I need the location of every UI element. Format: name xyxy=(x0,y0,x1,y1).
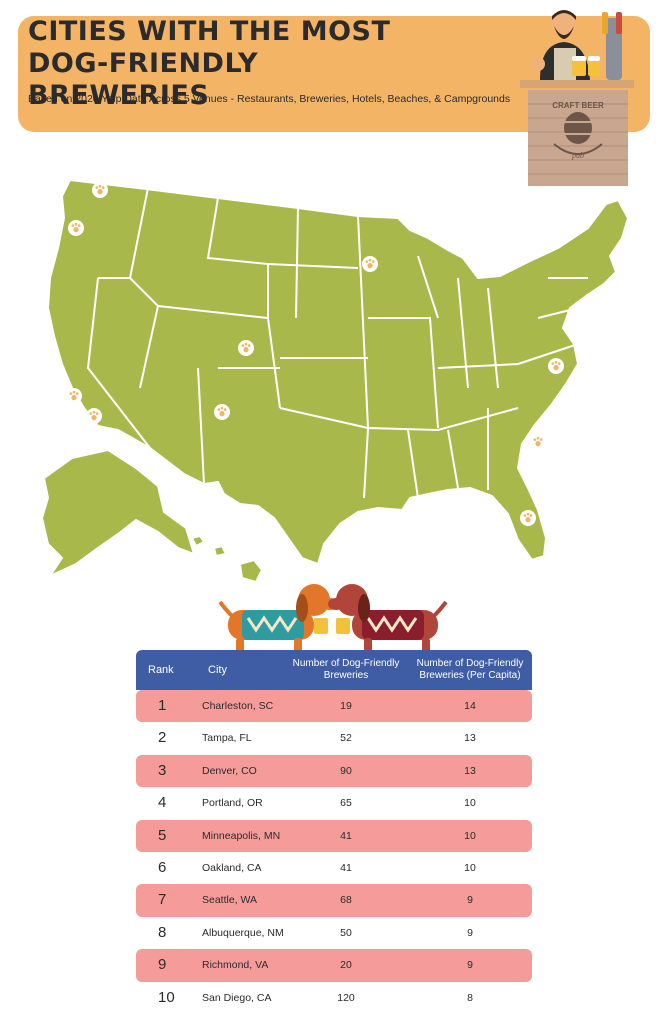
header-rank: Rank xyxy=(148,664,174,676)
page-subtitle: Based on 2020 Yelp Data Across 5 Venues … xyxy=(28,93,511,105)
city-cell: Albuquerque, NM xyxy=(202,926,284,939)
table-row: 5 Minneapolis, MN 41 10 xyxy=(136,819,532,852)
rank-cell: 10 xyxy=(158,988,175,1006)
rank-cell: 8 xyxy=(158,923,167,941)
per-capita-cell: 14 xyxy=(464,700,476,712)
number-cell: 19 xyxy=(340,700,352,712)
city-cell: Charleston, SC xyxy=(202,700,274,712)
table-row: 6 Oakland, CA 41 10 xyxy=(136,852,532,884)
city-cell: Oakland, CA xyxy=(202,861,262,874)
badge-top-text: CRAFT BEER xyxy=(552,101,604,110)
per-capita-cell: 9 xyxy=(467,926,473,939)
city-cell: Tampa, FL xyxy=(202,732,252,745)
dachshunds-illustration xyxy=(218,584,448,654)
bartender-illustration: CRAFT BEER pub xyxy=(520,10,634,186)
per-capita-cell: 9 xyxy=(467,959,473,972)
table-row: 4 Portland, OR 65 10 xyxy=(136,787,532,819)
number-cell: 90 xyxy=(340,764,352,777)
number-cell: 120 xyxy=(337,991,355,1004)
per-capita-cell: 13 xyxy=(464,732,476,745)
per-capita-cell: 10 xyxy=(464,861,476,874)
city-cell: Minneapolis, MN xyxy=(202,829,281,842)
paw-markers xyxy=(66,182,564,526)
table-row: 3 Denver, CO 90 13 xyxy=(136,754,532,788)
per-capita-cell: 10 xyxy=(464,829,476,842)
city-cell: San Diego, CA xyxy=(202,991,272,1004)
header-number: Number of Dog-Friendly Breweries xyxy=(292,658,400,681)
table-row: 2 Tampa, FL 52 13 xyxy=(136,722,532,754)
number-cell: 20 xyxy=(340,959,352,972)
per-capita-cell: 9 xyxy=(467,894,473,907)
table-row: 8 Albuquerque, NM 50 9 xyxy=(136,917,532,949)
table-header: Rank City Number of Dog-Friendly Breweri… xyxy=(136,650,532,690)
us-map xyxy=(41,179,629,583)
header-per-capita: Number of Dog-Friendly Breweries (Per Ca… xyxy=(416,658,524,681)
table-row: 10 San Diego, CA 120 8 xyxy=(136,982,532,1014)
header-city: City xyxy=(208,664,227,676)
page-title: Cities with the most Dog-Friendly Brewer… xyxy=(28,16,391,111)
city-cell: Richmond, VA xyxy=(202,959,269,972)
number-cell: 41 xyxy=(340,829,352,842)
alaska-shape xyxy=(41,449,195,577)
table-row: 9 Richmond, VA 20 9 xyxy=(136,949,532,982)
number-cell: 52 xyxy=(340,732,352,745)
number-cell: 50 xyxy=(340,926,352,939)
city-cell: Portland, OR xyxy=(202,797,263,810)
rank-cell: 1 xyxy=(158,697,167,714)
city-cell: Seattle, WA xyxy=(202,894,258,907)
per-capita-cell: 10 xyxy=(464,797,476,810)
rank-cell: 7 xyxy=(158,891,167,909)
contiguous-us-shape xyxy=(47,179,629,565)
hawaii-shape xyxy=(191,535,263,583)
city-cell: Denver, CO xyxy=(202,764,257,777)
number-cell: 65 xyxy=(340,797,352,810)
number-cell: 41 xyxy=(340,861,352,874)
number-cell: 68 xyxy=(340,894,352,907)
rank-cell: 6 xyxy=(158,858,167,876)
table-row: 7 Seattle, WA 68 9 xyxy=(136,884,532,917)
per-capita-cell: 8 xyxy=(467,991,473,1004)
rank-cell: 9 xyxy=(158,956,167,974)
rank-cell: 3 xyxy=(158,761,167,779)
rank-cell: 4 xyxy=(158,794,167,812)
rank-cell: 2 xyxy=(158,729,167,747)
rankings-table: Rank City Number of Dog-Friendly Breweri… xyxy=(136,650,532,1014)
rank-cell: 5 xyxy=(158,826,167,844)
per-capita-cell: 13 xyxy=(464,764,476,777)
badge-bottom-text: pub xyxy=(571,151,584,160)
table-row: 1 Charleston, SC 19 14 xyxy=(136,690,532,723)
